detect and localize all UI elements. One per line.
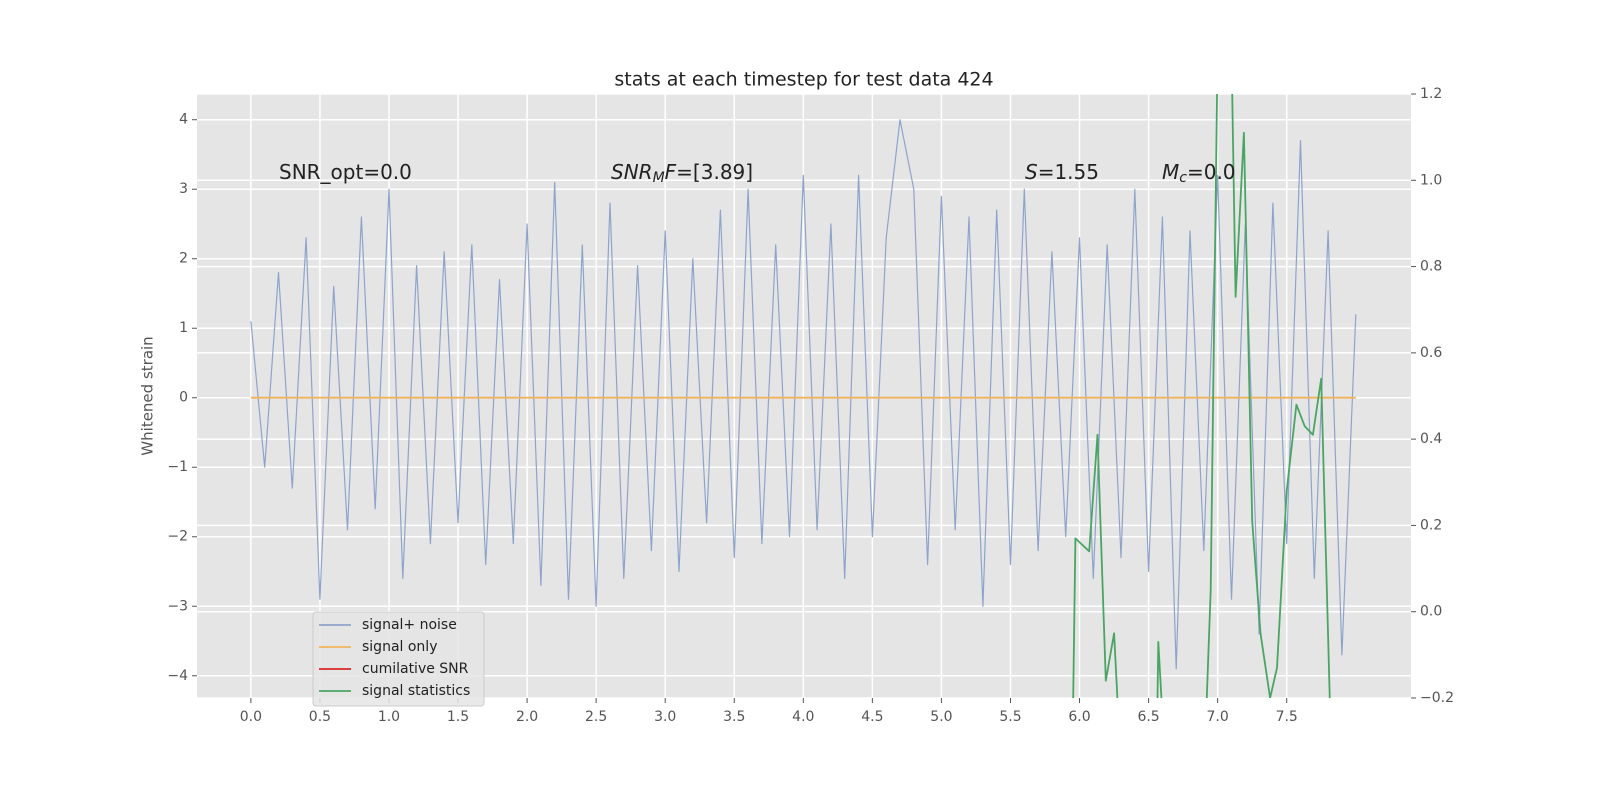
y-tick-label: 1: [179, 320, 188, 336]
y-tick-label: −2: [167, 529, 188, 545]
annotation: S=1.55: [1025, 160, 1099, 184]
x-tick-label: 5.0: [930, 709, 952, 725]
legend-box: [312, 611, 485, 707]
x-tick-label: 4.5: [861, 709, 883, 725]
y-tick-label: −1: [167, 459, 188, 475]
annotation: SNRMF=[3.89]: [611, 160, 753, 187]
y-tick-label: 2: [179, 251, 188, 267]
y2-tick-label: 1.2: [1420, 86, 1442, 102]
annotation: Mc=0.0: [1162, 160, 1236, 187]
y-axis-label: Whitened strain: [139, 336, 157, 455]
legend-label: signal+ noise: [362, 617, 457, 633]
y2-tick-label: 0.8: [1420, 259, 1442, 275]
annotation-part: M: [1162, 160, 1179, 184]
annotation-part: S: [1025, 160, 1038, 184]
y-tick-label: 0: [179, 390, 188, 406]
y2-tick-label: 0.2: [1420, 517, 1442, 533]
annotation: SNR_opt=0.0: [279, 160, 412, 184]
x-tick-label: 1.0: [378, 709, 400, 725]
annotation-part: M: [653, 170, 665, 186]
x-tick-label: 5.5: [999, 709, 1021, 725]
y-tick-label: 3: [179, 181, 188, 197]
y2-tick-label: 0.0: [1420, 604, 1442, 620]
y2-tick-label: 0.6: [1420, 345, 1442, 361]
y-tick-label: −4: [167, 668, 188, 684]
y-tick-label: −3: [167, 598, 188, 614]
series-line: [250, 119, 1357, 670]
x-tick-label: 2.0: [516, 709, 538, 725]
annotation-part: SNR_opt=0.0: [279, 160, 412, 184]
x-tick-label: 0.5: [309, 709, 331, 725]
annotation-part: c: [1179, 170, 1187, 186]
x-tick-label: 6.0: [1068, 709, 1090, 725]
annotation-part: =1.55: [1038, 160, 1099, 184]
annotation-part: =0.0: [1187, 160, 1236, 184]
annotation-part: SNR: [611, 160, 653, 184]
y-tick-label: 4: [179, 112, 188, 128]
y2-tick-label: 0.4: [1420, 431, 1442, 447]
x-tick-label: 7.5: [1276, 709, 1298, 725]
x-tick-label: 6.5: [1137, 709, 1159, 725]
chart-title: stats at each timestep for test data 424: [614, 69, 993, 91]
x-tick-label: 0.0: [240, 709, 262, 725]
x-tick-label: 3.0: [654, 709, 676, 725]
x-tick-label: 4.0: [792, 709, 814, 725]
legend-label: cumilative SNR: [362, 661, 469, 677]
x-tick-label: 7.0: [1207, 709, 1229, 725]
y2-tick-label: 1.0: [1420, 172, 1442, 188]
legend: signal+ noise signal only cumilative SNR si…: [312, 611, 485, 707]
x-tick-label: 3.5: [723, 709, 745, 725]
legend-label: signal only: [362, 639, 437, 655]
y2-tick-label: −0.2: [1420, 690, 1454, 706]
series-line: [1072, 94, 1331, 698]
x-tick-label: 2.5: [585, 709, 607, 725]
x-tick-label: 1.5: [447, 709, 469, 725]
annotation-part: =[3.89]: [676, 160, 753, 184]
legend-label: signal statistics: [362, 683, 470, 699]
annotation-part: F: [665, 160, 677, 184]
